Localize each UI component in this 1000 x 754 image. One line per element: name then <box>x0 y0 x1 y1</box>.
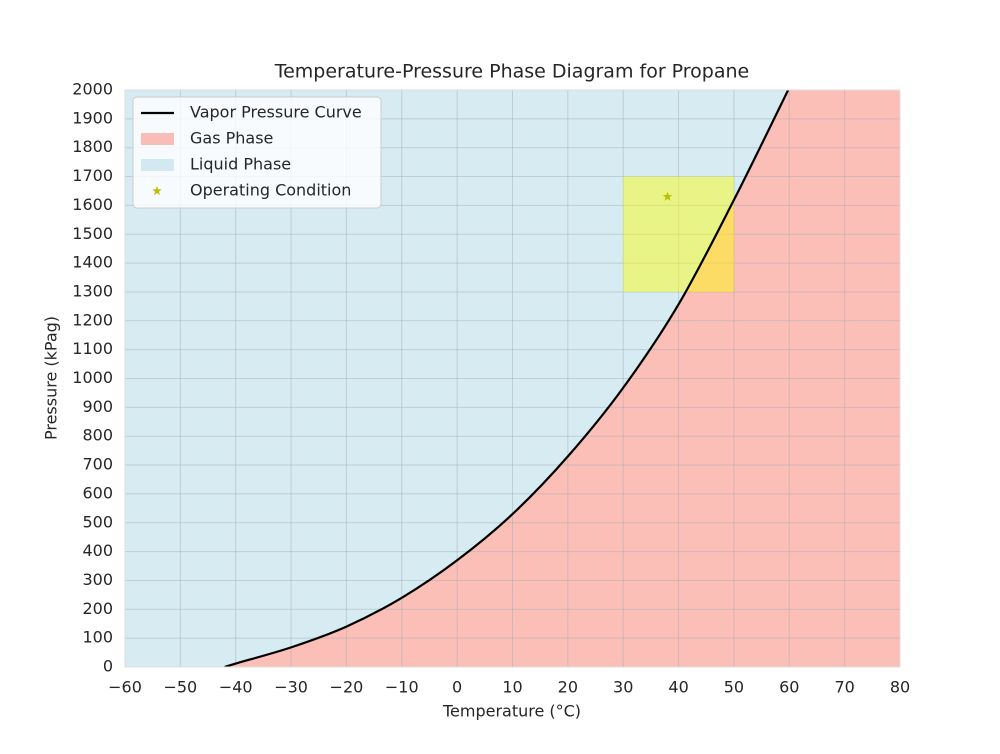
y-tick-label: 1000 <box>72 368 113 387</box>
y-tick-label: 200 <box>82 599 113 618</box>
y-tick-label: 600 <box>82 483 113 502</box>
y-tick-label: 800 <box>82 426 113 445</box>
x-tick-label: −30 <box>274 678 308 697</box>
y-tick-label: 2000 <box>72 80 113 99</box>
legend-label: Liquid Phase <box>190 155 291 174</box>
x-tick-label: 80 <box>890 678 910 697</box>
x-tick-label: 60 <box>779 678 799 697</box>
x-tick-label: 50 <box>724 678 744 697</box>
operating-point <box>662 191 673 201</box>
x-tick-label: 40 <box>668 678 688 697</box>
x-tick-label: −50 <box>163 678 197 697</box>
legend-label: Vapor Pressure Curve <box>190 103 362 122</box>
legend-box <box>132 96 382 209</box>
vapor-pressure-curve <box>224 90 790 667</box>
plot-frame <box>124 89 901 668</box>
x-tick-label: 70 <box>834 678 854 697</box>
legend-label: Gas Phase <box>190 129 273 148</box>
x-axis-label: Temperature (°C) <box>442 702 581 721</box>
y-axis-label: Pressure (kPag) <box>42 316 61 440</box>
y-tick-label: 1300 <box>72 281 113 300</box>
x-tick-label: −60 <box>108 678 142 697</box>
y-tick-label: 0 <box>103 657 113 676</box>
y-tick-label: 1700 <box>72 166 113 185</box>
overlay: Vapor Pressure Curve Gas Phase Liquid Phas… <box>124 89 901 668</box>
y-tick-label: 1400 <box>72 253 113 272</box>
x-tick-label: −40 <box>219 678 253 697</box>
y-tick-label: 1100 <box>72 339 113 358</box>
y-tick-label: 1600 <box>72 195 113 214</box>
gas-region <box>224 90 900 667</box>
legend-label: Operating Condition <box>190 181 351 200</box>
y-tick-label: 1200 <box>72 310 113 329</box>
y-tick-label: 300 <box>82 570 113 589</box>
y-tick-label: 1900 <box>72 108 113 127</box>
y-tick-label: 700 <box>82 455 113 474</box>
legend-swatch <box>141 159 174 171</box>
legend-swatch <box>141 133 174 145</box>
x-tick-label: −20 <box>330 678 364 697</box>
x-tick-label: −10 <box>385 678 419 697</box>
x-tick-label: 30 <box>613 678 633 697</box>
y-tick-label: 900 <box>82 397 113 416</box>
chart-title: Temperature-Pressure Phase Diagram for P… <box>274 61 750 83</box>
y-tick-label: 400 <box>82 541 113 560</box>
x-tick-label: 0 <box>452 678 462 697</box>
x-tick-label: 20 <box>558 678 578 697</box>
y-tick-label: 500 <box>82 512 113 531</box>
y-tick-label: 1800 <box>72 137 113 156</box>
y-tick-label: 1500 <box>72 224 113 243</box>
legend-marker <box>152 186 162 196</box>
y-tick-label: 100 <box>82 628 113 647</box>
plot-area <box>125 90 900 667</box>
x-tick-label: 10 <box>502 678 522 697</box>
